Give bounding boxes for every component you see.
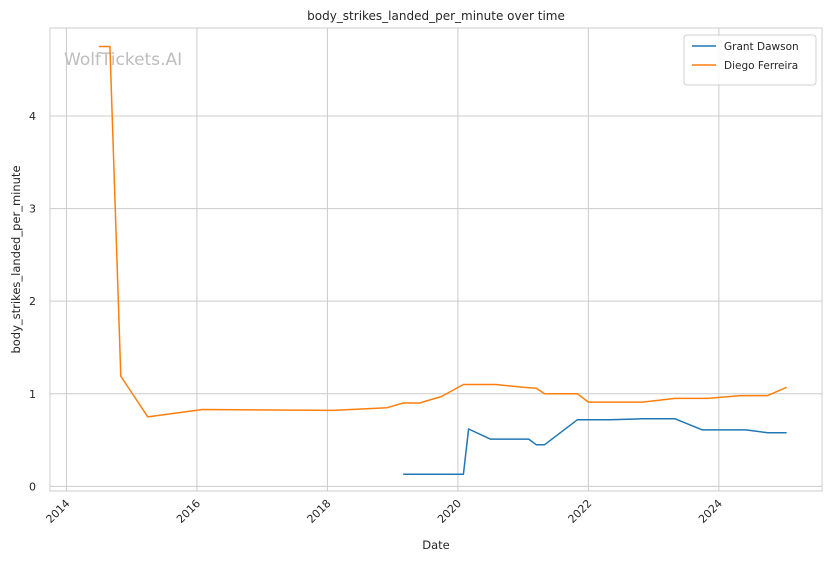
x-axis-title: Date (422, 538, 450, 552)
y-axis-title: body_strikes_landed_per_minute (9, 165, 23, 353)
y-tick-label: 0 (29, 480, 36, 493)
series-line-1 (403, 418, 787, 476)
grid (50, 28, 822, 491)
legend-label: Diego Ferreira (724, 60, 798, 72)
legend-label: Grant Dawson (724, 41, 799, 53)
legend-box (683, 34, 817, 86)
x-tick-label: 2024 (696, 497, 725, 526)
chart-title: body_strikes_landed_per_minute over time (307, 9, 565, 23)
y-tick-label: 3 (29, 203, 36, 216)
series-line-2 (98, 45, 787, 418)
x-tick-label: 2014 (44, 497, 73, 526)
y-tick-label: 2 (29, 295, 36, 308)
y-tick-label: 4 (29, 110, 36, 123)
plot-frame (49, 27, 823, 492)
y-tick-label: 1 (29, 388, 36, 401)
legend: Grant Dawson Diego Ferreira (683, 34, 817, 86)
series-layer (98, 45, 787, 476)
x-tick-label: 2022 (566, 497, 595, 526)
x-tick-label: 2018 (305, 497, 334, 526)
x-tick-label: 2016 (174, 497, 203, 526)
tick-labels: 2014 2016 2018 2020 2022 2024 0 1 2 3 4 (29, 110, 725, 526)
watermark: WolfTickets.AI (64, 50, 182, 70)
x-tick-label: 2020 (435, 497, 464, 526)
